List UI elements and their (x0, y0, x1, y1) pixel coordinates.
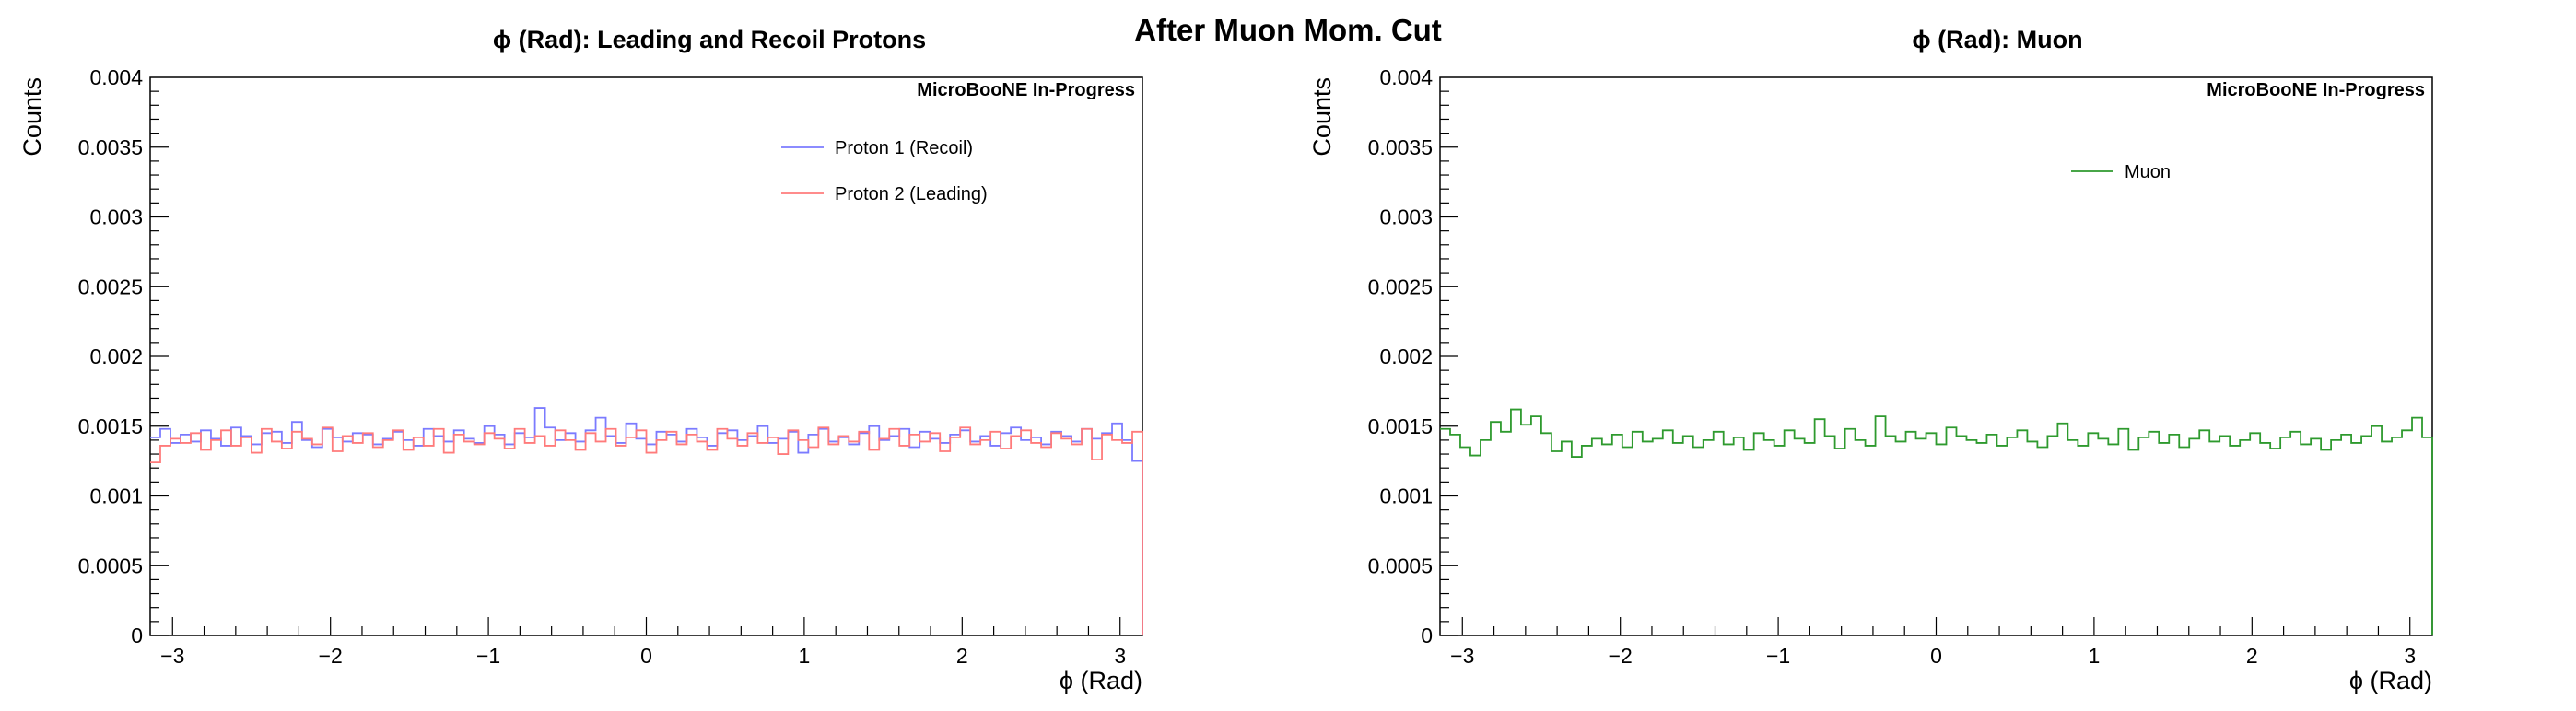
x-tick-label: −3 (160, 644, 184, 668)
x-tick-label: 0 (640, 644, 652, 668)
series-line (150, 426, 1143, 635)
x-tick-label: 0 (1930, 644, 1942, 668)
y-tick-label: 0.001 (1379, 484, 1433, 508)
x-tick-label: −2 (319, 644, 343, 668)
y-tick-label: 0.0035 (1368, 135, 1433, 159)
series-layer (150, 407, 1143, 635)
y-tick-label: 0.001 (89, 484, 143, 508)
y-tick-label: 0.0005 (78, 554, 143, 577)
y-tick-label: 0.0005 (1368, 554, 1433, 577)
x-axis-label: ϕ (Rad) (2349, 667, 2432, 694)
y-tick-label: 0.0015 (1368, 414, 1433, 438)
legend-label: Proton 1 (Recoil) (835, 138, 973, 158)
axes-frame: 0 0.0005 0.001 0.0015 0.002 0.0025 0.003 0.0035… (1368, 65, 2433, 668)
x-tick-label: 2 (956, 644, 968, 668)
y-tick-label: 0.002 (1379, 344, 1433, 368)
x-tick-label: −2 (1609, 644, 1633, 668)
y-tick-label: 0.0015 (78, 414, 143, 438)
x-tick-label: 1 (799, 644, 811, 668)
plot-frame (1439, 76, 2433, 636)
legend-label: Proton 2 (Leading) (835, 184, 988, 204)
figure-suptitle: After Muon Mom. Cut (1134, 13, 1442, 47)
chart-title: ϕ (Rad): Muon (1912, 26, 2082, 53)
x-tick-label: −3 (1450, 644, 1474, 668)
chart-panel-muon: ϕ (Rad): Muon Counts ϕ (Rad) MicroBooNE … (1308, 26, 2433, 694)
y-tick-label: 0.004 (1379, 65, 1433, 89)
experiment-watermark: MicroBooNE In-Progress (2207, 80, 2425, 100)
x-tick-label: −1 (476, 644, 500, 668)
y-tick-label: 0.003 (89, 205, 143, 229)
y-axis-label: Counts (1308, 77, 1336, 157)
x-tick-label: 2 (2246, 644, 2258, 668)
experiment-watermark: MicroBooNE In-Progress (917, 80, 1135, 100)
legend-label: Muon (2125, 162, 2171, 182)
legend: Muon (2071, 162, 2171, 182)
y-tick-label: 0.002 (89, 344, 143, 368)
x-tick-label: 1 (2089, 644, 2101, 668)
x-tick-label: 3 (1114, 644, 1126, 668)
chart-panel-protons: ϕ (Rad): Leading and Recoil Protons Coun… (18, 26, 1143, 694)
chart-title: ϕ (Rad): Leading and Recoil Protons (493, 26, 926, 53)
plot-frame (149, 76, 1143, 636)
y-tick-label: 0.0035 (78, 135, 143, 159)
y-tick-label: 0.0025 (1368, 274, 1433, 298)
series-layer (1440, 408, 2433, 635)
x-tick-label: 3 (2404, 644, 2416, 668)
x-tick-label: −1 (1766, 644, 1790, 668)
axes-frame: 0 0.0005 0.001 0.0015 0.002 0.0025 0.003 0.0035… (78, 65, 1143, 668)
y-axis-label: Counts (18, 77, 46, 157)
y-tick-label: 0 (1421, 624, 1433, 647)
y-tick-label: 0 (131, 624, 143, 647)
legend: Proton 1 (Recoil) Proton 2 (Leading) (781, 138, 988, 204)
y-tick-label: 0.004 (89, 65, 143, 89)
x-axis-label: ϕ (Rad) (1060, 667, 1142, 694)
y-tick-label: 0.0025 (78, 274, 143, 298)
y-tick-label: 0.003 (1379, 205, 1433, 229)
series-line (1440, 408, 2433, 635)
